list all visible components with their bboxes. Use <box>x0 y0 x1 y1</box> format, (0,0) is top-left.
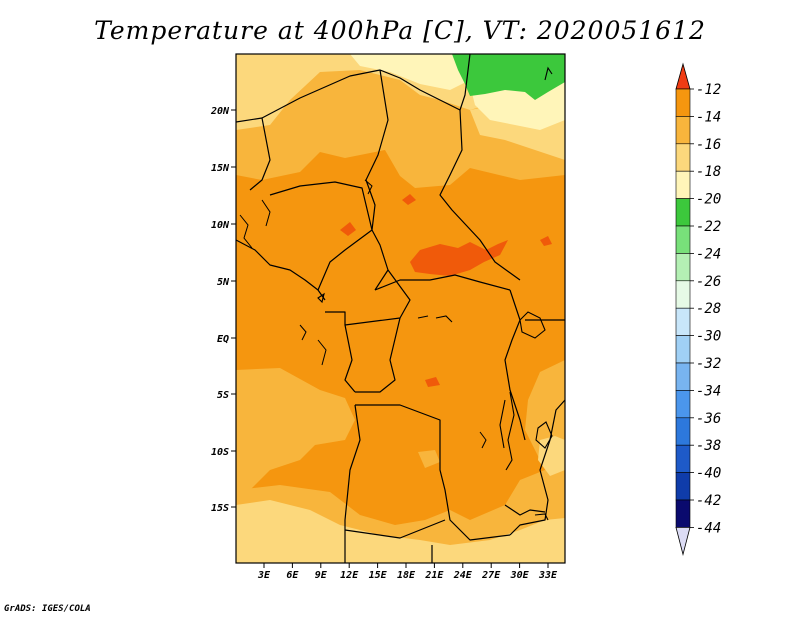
lon-tick-label: 24E <box>453 570 473 581</box>
lon-tick-label: 12E <box>340 570 359 581</box>
colorbar-label: -42 <box>696 493 721 509</box>
colorbar-top-arrow <box>675 62 691 90</box>
field-band-12-14-central <box>410 240 508 276</box>
lat-tick-label: 15N <box>211 163 230 174</box>
longitude-axis: 3E 6E 9E 12E 15E 18E 21E 24E 27E 30E 33E <box>257 563 558 581</box>
lat-tick-label: 15S <box>211 503 229 514</box>
colorbar-swatch <box>675 444 691 473</box>
colorbar-swatch <box>675 280 691 309</box>
lat-tick-label: 10N <box>211 220 230 231</box>
colorbar-label: -38 <box>696 438 721 454</box>
colorbar-label: -22 <box>696 219 721 235</box>
field-band-12-14-nw <box>340 222 356 236</box>
colorbar-swatch <box>675 335 691 364</box>
field-band-20-22-north <box>350 54 470 90</box>
temperature-map[interactable] <box>236 54 565 563</box>
lat-tick-label: 5S <box>217 390 229 401</box>
plot-frame <box>235 53 566 564</box>
lon-tick-label: 21E <box>424 570 444 581</box>
colorbar-swatch <box>675 170 691 199</box>
lat-tick-label: EQ <box>217 334 229 345</box>
colorbar-label: -18 <box>696 164 721 180</box>
colorbar-label: -12 <box>696 82 721 98</box>
field-band-22-24 <box>452 54 565 100</box>
colorbar-label: -28 <box>696 301 721 317</box>
colorbar-swatch <box>675 390 691 419</box>
field-band-12-14-n <box>402 194 416 205</box>
lat-tick-label: 20N <box>210 106 230 117</box>
latitude-axis: 20N 15N 10N 5N EQ 5S 10S 15S <box>210 106 236 514</box>
coastline-details <box>239 179 487 449</box>
field-band-12-14-e <box>540 236 552 246</box>
grads-credit: GrADS: IGES/COLA <box>4 604 91 614</box>
colorbar-swatch <box>675 116 691 145</box>
lon-tick-label: 33E <box>538 570 558 581</box>
lon-tick-label: 3E <box>257 570 271 581</box>
colorbar-label: -34 <box>696 383 721 399</box>
colorbar-label: -16 <box>696 137 721 153</box>
colorbar-label: -20 <box>696 192 721 208</box>
colorbar-label: -14 <box>696 109 721 125</box>
map-title: Temperature at 400hPa [C], VT: 202005161… <box>94 16 706 45</box>
lake-outlines <box>317 66 553 521</box>
lat-tick-label: 10S <box>211 447 229 458</box>
colorbar-swatch <box>675 198 691 227</box>
colorbar-label: -44 <box>696 520 721 536</box>
lon-tick-label: 30E <box>510 570 530 581</box>
lon-tick-label: 27E <box>481 570 501 581</box>
colorbar-bottom-arrow <box>675 527 691 556</box>
lon-tick-label: 18E <box>397 570 416 581</box>
colorbar-swatch <box>675 499 691 528</box>
field-band-16-18-east <box>525 360 565 460</box>
colorbar-swatch <box>675 472 691 501</box>
field-band-18-20-southeast <box>538 436 565 476</box>
field-band-12-14-c2 <box>425 377 440 387</box>
lon-tick-label: 9E <box>315 570 328 581</box>
colorbar-label: -36 <box>696 411 721 427</box>
colorbar-label: -40 <box>696 466 721 482</box>
field-band-18-20-south <box>236 500 565 563</box>
lon-tick-label: 15E <box>369 570 388 581</box>
colorbar-label: -30 <box>696 329 721 345</box>
colorbar-swatch <box>675 88 691 117</box>
colorbar-swatch <box>675 253 691 282</box>
colorbar: -12 -14 -16 -18 -20 -22 -24 -26 -28 -30 -32 -34 -36 -… <box>675 62 721 556</box>
field-band-16-18-west <box>236 368 355 495</box>
colorbar-swatch <box>675 225 691 254</box>
colorbar-swatch <box>675 307 691 336</box>
field-band-16-18-pocket <box>418 450 440 468</box>
lat-tick-label: 5N <box>217 277 230 288</box>
colorbar-label: -26 <box>696 274 721 290</box>
colorbar-swatch <box>675 143 691 172</box>
colorbar-swatch <box>675 417 691 446</box>
colorbar-label: -24 <box>696 246 721 262</box>
country-borders <box>236 54 565 563</box>
colorbar-label: -32 <box>696 356 721 372</box>
colorbar-swatch <box>675 362 691 391</box>
lon-tick-label: 6E <box>286 570 299 581</box>
